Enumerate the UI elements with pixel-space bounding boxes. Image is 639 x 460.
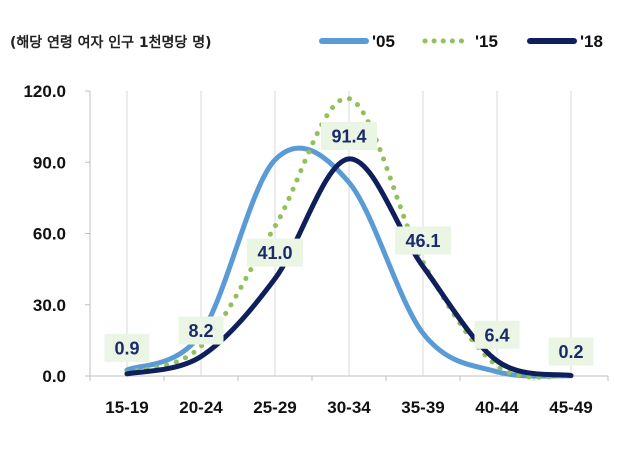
x-tick-label: 45-49 [549,398,592,417]
data-label-bg [321,121,377,150]
x-axis: 15-19 20-24 25-29 30-34 35-39 40-44 45-49 [89,375,609,417]
data-label: 0.9 [114,338,139,358]
x-tick-label: 40-44 [475,398,519,417]
data-labels: 0.9 8.2 41.0 91.4 46.1 6.4 0.2 [104,121,594,366]
x-tick-label: 35-39 [401,398,444,417]
y-tick-label: 0.0 [42,367,66,386]
data-label: 0.2 [558,342,583,362]
data-label: 91.4 [331,126,366,146]
data-label-bg [247,238,303,267]
data-label-bg [104,333,150,362]
legend-label: '05 [372,32,395,51]
x-tick-label: 15-19 [105,398,148,417]
y-tick-label: 120.0 [23,82,66,101]
y-tick-label: 60.0 [33,225,66,244]
data-label: 8.2 [188,321,213,341]
data-label: 41.0 [257,243,292,263]
data-label-bg [178,316,224,345]
legend: '05 '15 '18 [319,32,603,51]
y-axis: 0.0 30.0 60.0 90.0 120.0 [23,82,91,386]
data-label: 6.4 [484,325,509,345]
series-line-3 [124,156,574,379]
data-label-bg [474,320,520,349]
unit-label: (해당 연령 여자 인구 1천명당 명) [10,34,211,51]
legend-label: '18 [580,32,603,51]
data-label: 46.1 [405,231,440,251]
legend-label: '15 [475,32,498,51]
y-tick-label: 30.0 [33,296,66,315]
data-label-bg [395,226,451,255]
y-tick-label: 90.0 [33,153,66,172]
x-tick-label: 25-29 [253,398,296,417]
x-tick-label: 30-34 [327,398,371,417]
x-tick-label: 20-24 [179,398,223,417]
data-label-bg [548,337,594,366]
